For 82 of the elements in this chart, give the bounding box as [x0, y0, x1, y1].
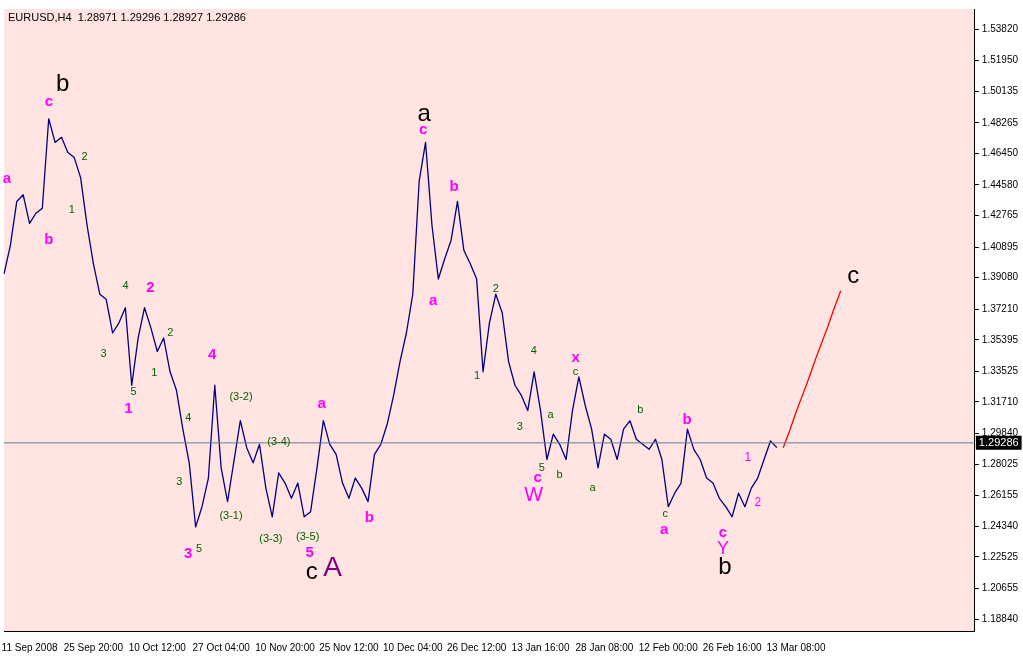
annotation: c	[718, 522, 728, 540]
annotation: c	[662, 507, 669, 520]
x-tick-label: 12 Feb 00:00	[638, 641, 699, 653]
y-tick-label: 1.40895	[981, 240, 1019, 252]
annotation: a	[589, 481, 597, 494]
annotation: b	[556, 467, 563, 480]
annotation: 4	[207, 345, 217, 363]
annotation: 1	[68, 203, 75, 216]
annotation: a	[428, 290, 438, 308]
annotation: b	[56, 69, 70, 97]
annotation: b	[44, 230, 54, 248]
x-tick-label: 11 Sep 2008	[1, 641, 58, 653]
x-tick-label: 26 Dec 12:00	[446, 641, 507, 653]
ref-line-label: 1.29286	[978, 435, 1019, 448]
x-tick-label: 10 Nov 20:00	[255, 641, 316, 653]
y-tick-label: 1.39080	[981, 271, 1019, 283]
y-tick-label: 1.35395	[981, 333, 1019, 345]
annotation: 4	[530, 344, 537, 357]
annotation: a	[317, 393, 327, 411]
annotation: c	[847, 260, 860, 288]
x-tick-label: 27 Oct 04:00	[192, 641, 251, 653]
annotation: x	[571, 348, 581, 366]
annotation: 4	[122, 279, 129, 292]
annotation: A	[323, 550, 343, 582]
y-tick-label: 1.51950	[981, 54, 1019, 66]
annotation: (3-1)	[219, 509, 243, 522]
y-tick-label: 1.42765	[981, 209, 1019, 221]
y-tick-label: 1.31710	[981, 395, 1019, 407]
x-tick-label: 10 Oct 12:00	[128, 641, 187, 653]
annotation: 2	[754, 495, 762, 510]
x-tick-label: 10 Dec 04:00	[383, 641, 443, 653]
y-tick-label: 1.20655	[981, 582, 1019, 594]
annotation: 5	[196, 542, 203, 555]
annotation: 1	[744, 450, 752, 465]
annotation: b	[682, 410, 692, 428]
annotation: 4	[185, 411, 192, 424]
annotation: 3	[100, 347, 107, 360]
annotation: 2	[167, 325, 174, 338]
y-tick-label: 1.26155	[981, 489, 1019, 501]
y-tick-label: 1.28025	[981, 457, 1019, 469]
y-tick-label: 1.44580	[981, 178, 1019, 190]
y-tick-label: 1.46450	[981, 147, 1019, 159]
x-tick-label: 13 Jan 16:00	[511, 641, 570, 653]
annotation: a	[547, 408, 555, 421]
annotation: (3-5)	[296, 529, 320, 542]
annotation: 1	[124, 398, 133, 416]
chart-title: EURUSD,H4 1.28971 1.29296 1.28927 1.29286	[8, 11, 246, 24]
y-tick-label: 1.24340	[981, 520, 1019, 532]
y-tick-label: 1.33525	[981, 365, 1019, 377]
annotation: c	[44, 92, 53, 110]
x-tick-label: 26 Feb 16:00	[702, 641, 763, 653]
y-tick-label: 1.50135	[981, 84, 1019, 96]
y-tick-label: 1.22525	[981, 550, 1019, 562]
annotation: 5	[538, 460, 545, 473]
annotation: 2	[146, 278, 155, 296]
annotation: 2	[81, 149, 88, 162]
annotation: (3-2)	[229, 389, 253, 402]
annotation: b	[364, 508, 375, 526]
y-tick-label: 1.37210	[981, 302, 1019, 314]
y-tick-label: 1.53820	[981, 22, 1019, 34]
annotation: b	[637, 403, 644, 416]
annotation: 3	[176, 475, 183, 488]
annotation: b	[449, 176, 459, 194]
x-tick-label: 25 Nov 12:00	[319, 641, 380, 653]
y-tick-label: 1.48265	[981, 116, 1019, 128]
annotation: 2	[492, 281, 499, 294]
annotation: 1	[151, 365, 158, 378]
annotation: (3-4)	[267, 435, 291, 448]
y-tick-label: 1.18840	[981, 612, 1019, 624]
annotation: 5	[130, 384, 137, 397]
annotation: a	[2, 169, 12, 187]
annotation: (3-3)	[259, 531, 283, 544]
annotation: a	[417, 98, 432, 126]
x-tick-label: 28 Jan 08:00	[575, 641, 634, 653]
annotation: c	[572, 364, 579, 377]
annotation: 3	[184, 544, 193, 562]
annotation: 3	[516, 419, 523, 432]
annotation: 1	[473, 369, 481, 382]
annotation: a	[660, 520, 670, 538]
annotation: W	[524, 483, 544, 506]
x-tick-label: 25 Sep 20:00	[63, 641, 124, 653]
x-tick-label: 13 Mar 08:00	[766, 641, 826, 653]
